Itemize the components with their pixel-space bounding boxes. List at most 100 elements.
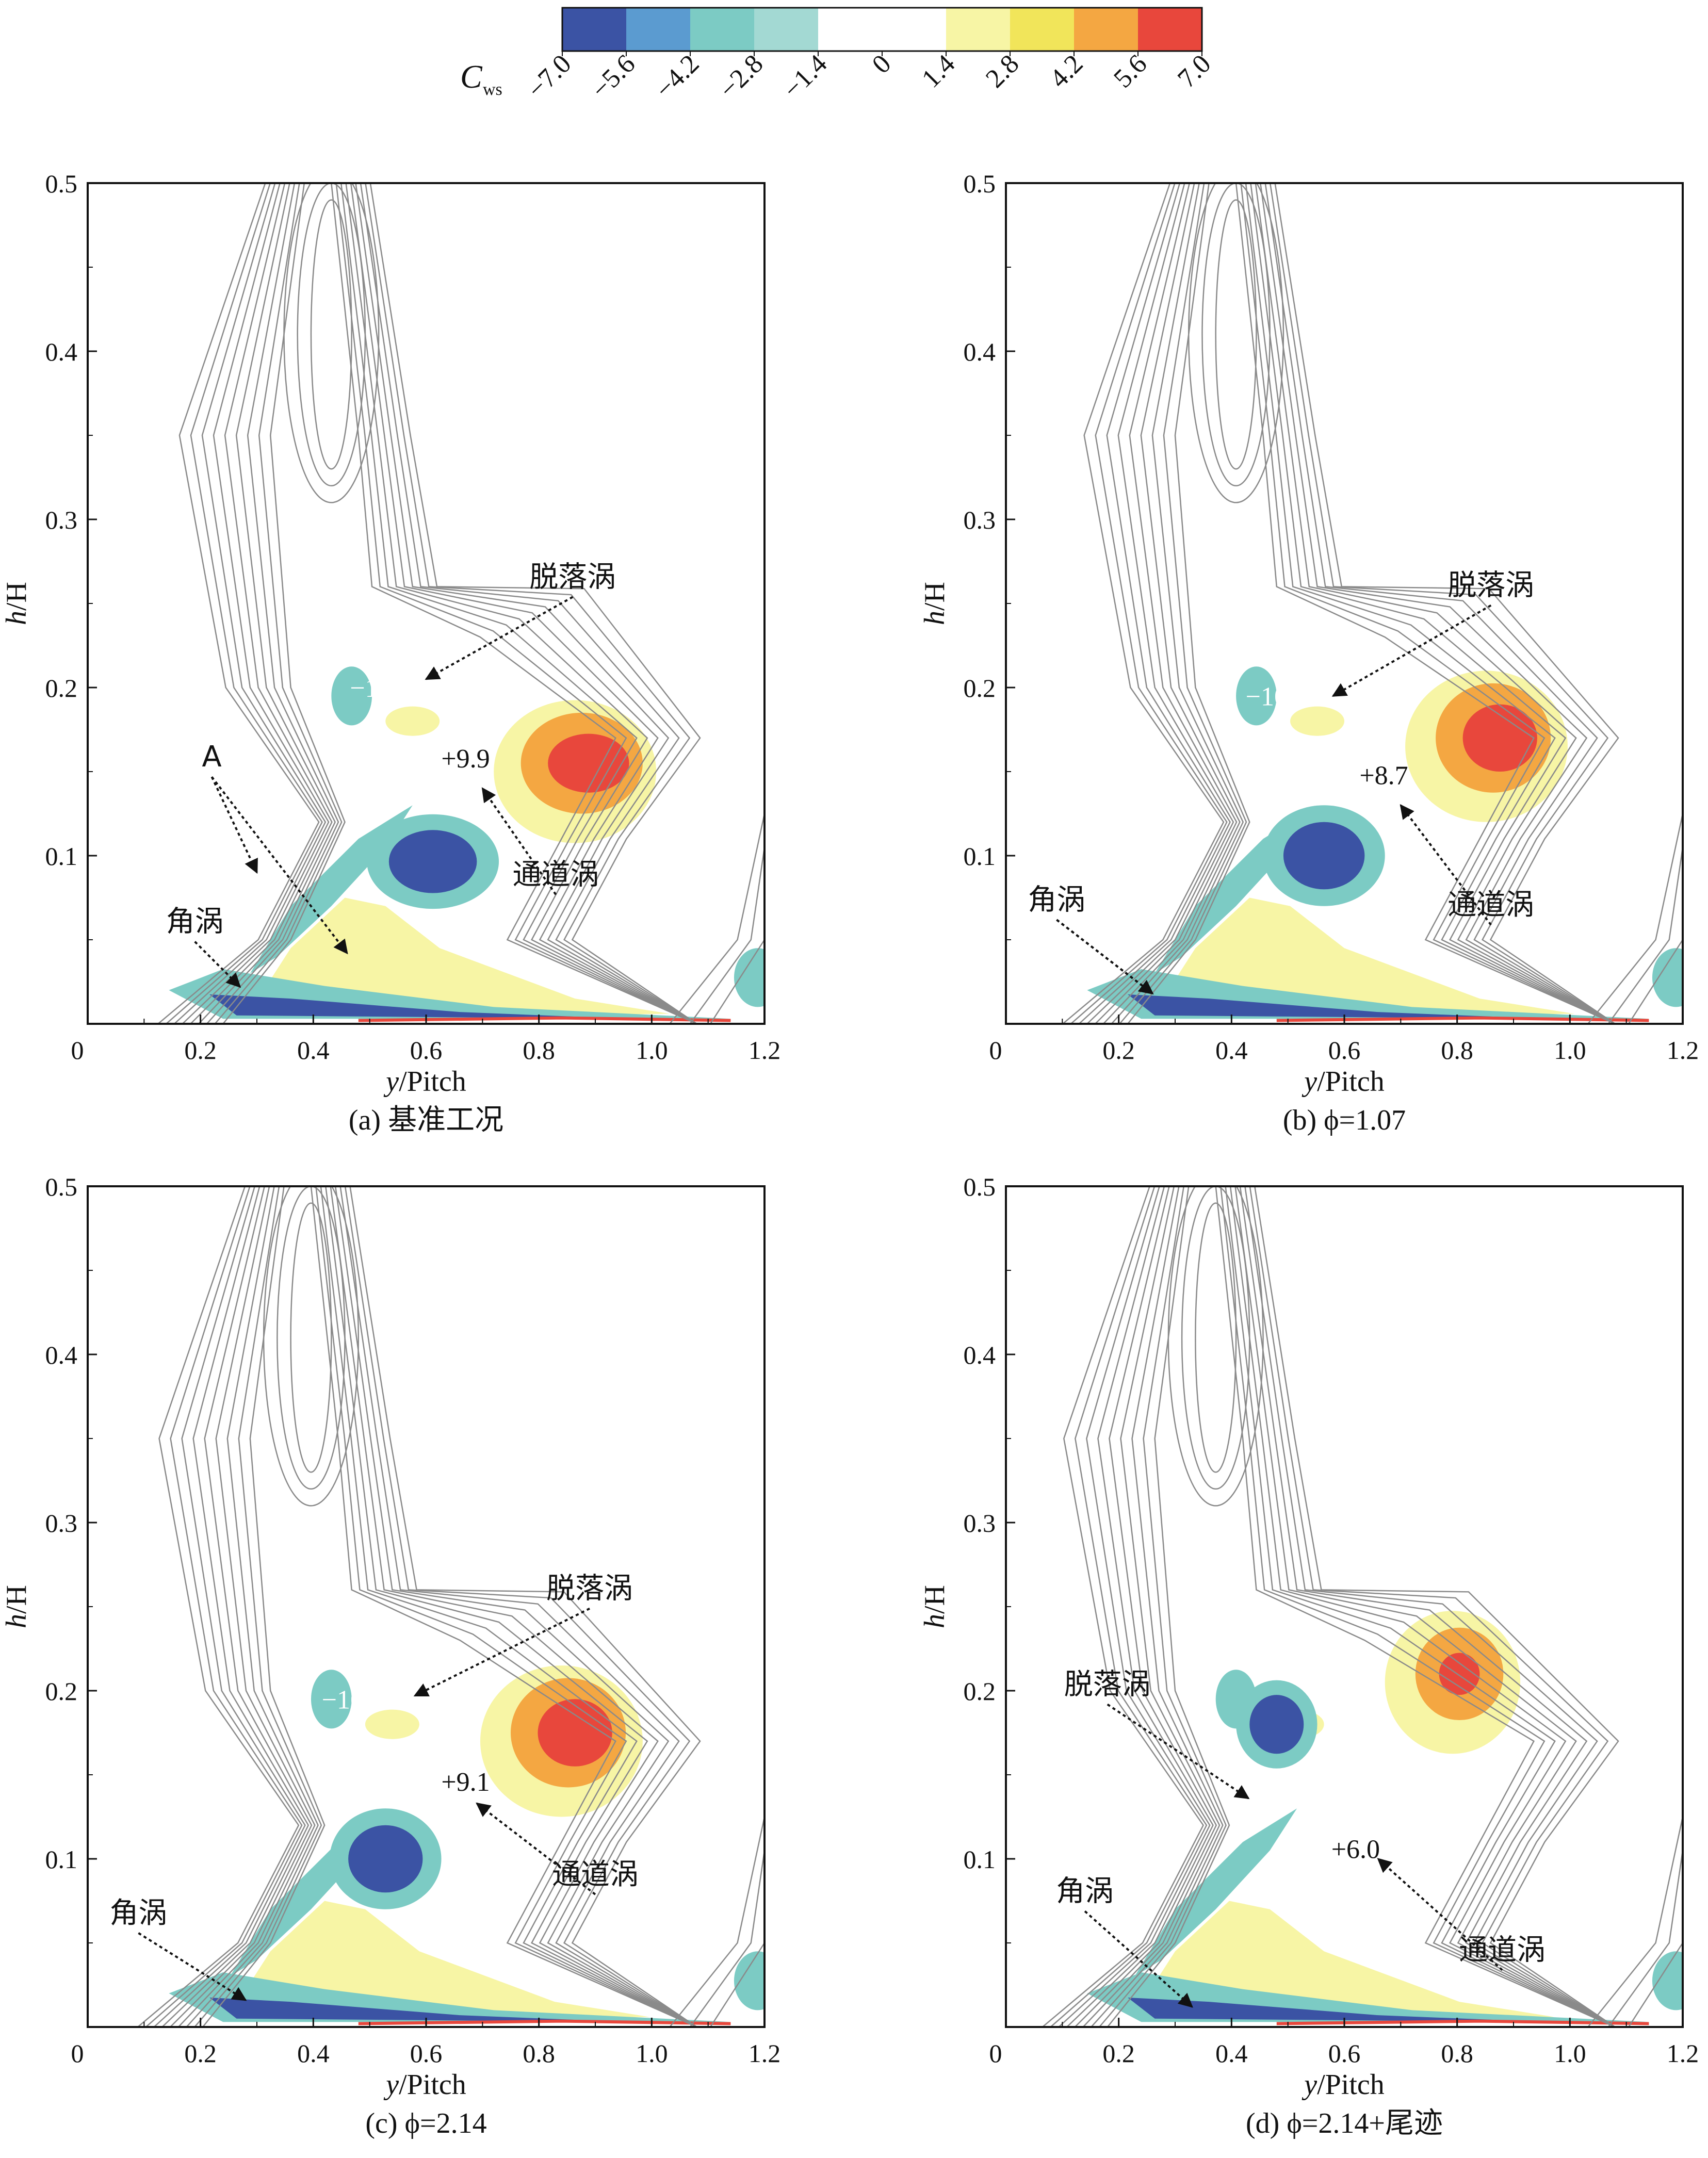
contour-line: [1215, 1186, 1616, 2027]
panel-caption: (a) 基准工况: [349, 1104, 503, 1136]
contour-line: [202, 1186, 326, 2027]
contour-line: [689, 847, 764, 1024]
x-tick-label: 0.6: [1328, 1036, 1361, 1065]
contour-line: [1628, 880, 1683, 1024]
shed-vortex-core: [388, 830, 477, 893]
y-tick-label: 0.1: [964, 842, 996, 871]
x-tick-label: 1.2: [749, 1036, 781, 1065]
contour-line: [335, 183, 697, 1024]
contour-line: [263, 1186, 360, 1507]
x-tick-label: 0.6: [410, 1036, 443, 1065]
annotation-label: 角涡: [1056, 1875, 1114, 1908]
x-tick-label: 0.8: [1441, 2039, 1473, 2068]
upper-negative-patch: [331, 666, 372, 726]
colorbar-swatch: [754, 8, 818, 51]
contour-line: [1062, 183, 1225, 1024]
corner-vortex-core: [209, 994, 629, 1019]
x-tick-label: 0.6: [410, 2039, 443, 2068]
contour-line: [360, 183, 697, 1024]
colorbar-tick-label: −4.2: [649, 49, 705, 104]
y-tick-label: 0.3: [964, 505, 996, 534]
contour-line: [1234, 1186, 1616, 2027]
contour-line: [170, 1186, 313, 2027]
contour-line: [669, 813, 764, 1024]
contour-line: [1099, 1186, 1227, 2027]
annotation-arrow: [138, 1932, 247, 2001]
panels: 0 0.2 0.4 0.6 0.8 1.0 1.2 0.1 0.2 0.3 0.4 0.5 y/Pitc…: [1, 169, 1699, 2139]
contour-line: [283, 183, 380, 503]
contour-line: [355, 183, 697, 1024]
annotation-label: 通道涡: [1447, 888, 1534, 922]
annotation-label: 脱落涡: [1447, 569, 1534, 602]
contour-line: [1082, 1186, 1221, 2027]
contour-line: [325, 1186, 697, 2027]
annotation-arrow: [481, 787, 557, 895]
annotation-label: A: [202, 740, 221, 774]
contour-line: [1188, 183, 1284, 503]
x-tick-label: 0.4: [297, 1036, 330, 1065]
x-tick-label: 0.2: [1102, 1036, 1135, 1065]
y-tick-label: 0.2: [964, 674, 996, 702]
y-tick-label: 0.3: [45, 505, 78, 534]
contour-line: [1628, 1884, 1683, 2027]
positive-region: [250, 897, 670, 1017]
upper-positive-patch: [365, 1709, 419, 1739]
positive-region: [1154, 897, 1575, 1017]
colorbar-tick-label: 2.8: [980, 49, 1024, 93]
vortex-value-label: −12.1: [350, 674, 412, 703]
contour-line: [1607, 847, 1683, 1024]
annotation-label: 脱落涡: [1064, 1668, 1151, 1702]
contour-line: [1587, 813, 1683, 1024]
annotation-label: 角涡: [1028, 883, 1085, 917]
contour-line: [1239, 1186, 1616, 2027]
contour-line: [350, 183, 697, 1024]
contour-line: [1050, 1186, 1208, 2027]
contour-line: [310, 199, 352, 470]
y-tick-label: 0.1: [45, 1845, 78, 1874]
contour-line: [137, 1186, 300, 2027]
contour-line: [1066, 1186, 1214, 2027]
y-tick-label: 0.2: [964, 1677, 996, 1706]
contour-line: [206, 183, 339, 1024]
contour-line: [1074, 1186, 1217, 2027]
colorbar-tick-label: −5.6: [585, 49, 641, 104]
x-tick-label: 0.6: [1328, 2039, 1361, 2068]
colorbar-tick-label: 4.2: [1044, 49, 1088, 93]
plot-frame: [87, 1185, 766, 2028]
y-tick-label: 0.5: [45, 169, 78, 198]
y-tick-label: 0.4: [964, 1340, 996, 1369]
contour-line: [190, 183, 333, 1024]
panel-1: 0 0.2 0.4 0.6 0.8 1.0 1.2 0.1 0.2 0.3 0.4 0.5 y/Pitc…: [919, 169, 1699, 1136]
contour-line: [1042, 1186, 1205, 2027]
x-tick-label: 1.2: [749, 2039, 781, 2068]
panel-caption: (c) ϕ=2.14: [365, 2107, 486, 2139]
plot-area: [1062, 183, 1683, 1024]
x-tick-label: 0.2: [184, 1036, 217, 1065]
contour-line: [153, 1186, 306, 2027]
contour-line: [1235, 183, 1616, 1024]
x-tick-label: 0.2: [1102, 2039, 1135, 2068]
y-tick-label: 0.3: [45, 1509, 78, 1538]
colorbar-title: C: [460, 58, 483, 95]
y-tick-label: 0.3: [964, 1509, 996, 1538]
contour-line: [145, 1186, 303, 2027]
panel-2: 0 0.2 0.4 0.6 0.8 1.0 1.2 0.1 0.2 0.3 0.4 0.5 y/Pitc…: [1, 1172, 781, 2139]
contour-line: [669, 1817, 764, 2027]
contour-line: [1107, 1186, 1230, 2027]
contour-line: [345, 183, 697, 1024]
contour-line: [1070, 183, 1228, 1024]
y-tick-label: 0.4: [45, 337, 78, 366]
passage-vortex-core: [1462, 704, 1537, 772]
contour-line: [1095, 183, 1238, 1024]
x-tick-label: 0.8: [523, 1036, 555, 1065]
colorbar: −7.0 −5.6 −4.2 −2.8 −1.4 0 1.4 2.8 4.2 5.6 7.0C ws: [460, 7, 1216, 104]
x-tick-label: 1.2: [1667, 2039, 1699, 2068]
vortex-value-label: +8.7: [1359, 761, 1408, 791]
colorbar-tick-label: 1.4: [916, 49, 961, 93]
contour-line: [198, 183, 336, 1024]
contour-line: [182, 183, 330, 1024]
contour-line: [1249, 1186, 1616, 2027]
contour-line: [174, 183, 327, 1024]
right-negative-patch: [734, 948, 764, 1007]
